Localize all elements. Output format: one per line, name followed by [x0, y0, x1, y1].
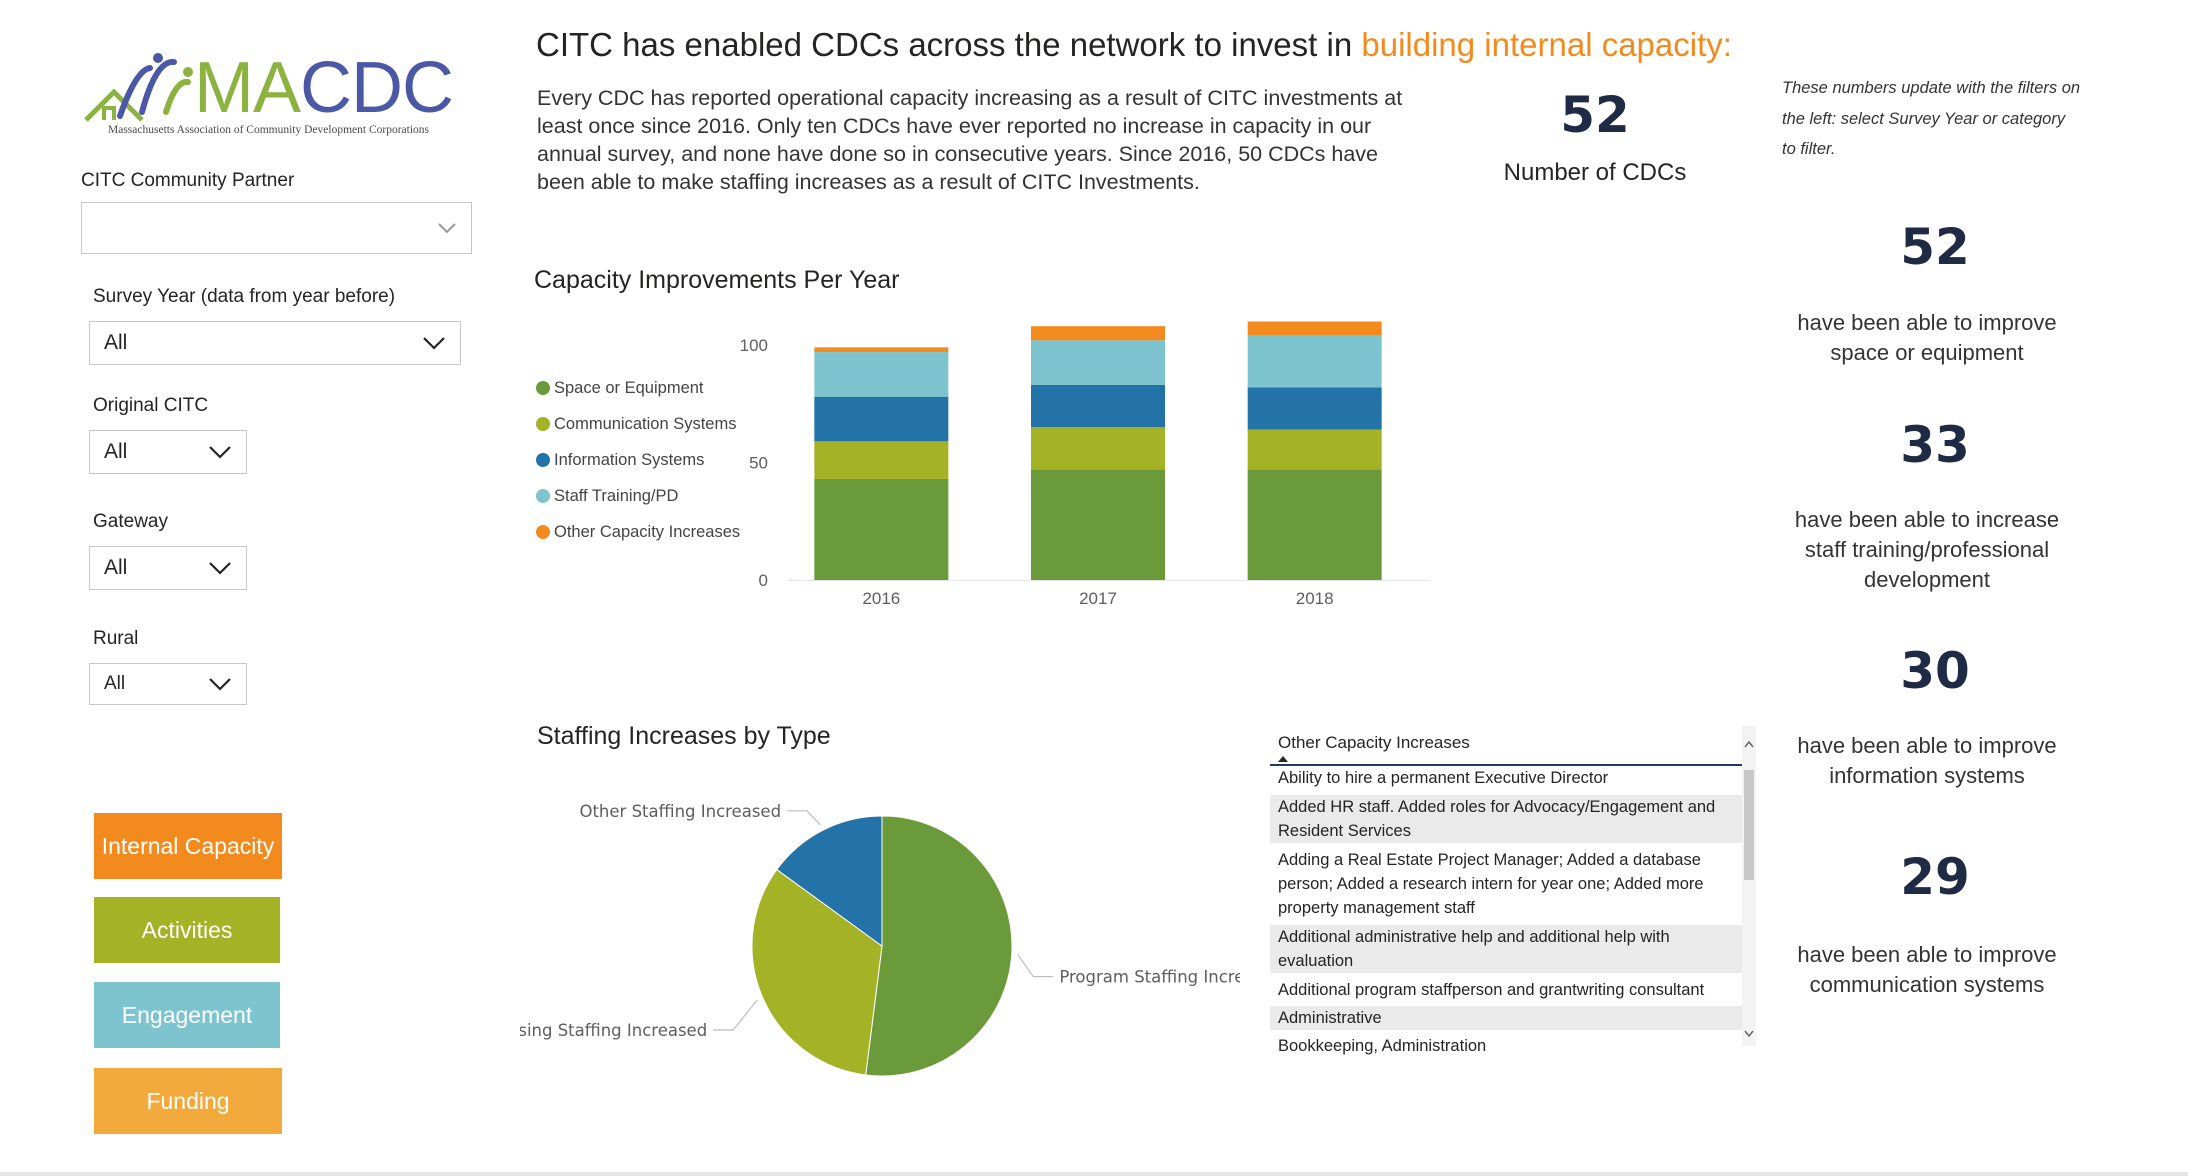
gateway-dropdown-value: All [104, 556, 128, 579]
kpi-space-value: 52 [1900, 218, 1970, 276]
nav-internal-capacity-button[interactable]: Internal Capacity [94, 813, 282, 879]
gateway-filter-label: Gateway [93, 511, 168, 532]
table-scrollbar[interactable] [1742, 726, 1756, 1046]
nav-activities-button[interactable]: Activities [94, 897, 280, 963]
table-header-label: Other Capacity Increases [1278, 733, 1470, 752]
kpi-information-value: 30 [1900, 642, 1970, 700]
bar-segment[interactable] [1247, 335, 1382, 388]
table-row[interactable]: Additional program staffperson and grant… [1270, 977, 1742, 1002]
bar-segment[interactable] [814, 347, 949, 353]
y-tick-label: 0 [759, 571, 768, 590]
sort-ascending-icon [1278, 756, 1288, 762]
bar-chart-legend: Space or Equipment Communication Systems… [536, 370, 740, 550]
original-citc-dropdown-value: All [104, 440, 128, 463]
pie-slice-label: Program Staffing Increased [1059, 968, 1240, 987]
bar-segment[interactable] [1031, 384, 1165, 428]
bar-segment[interactable] [1247, 321, 1382, 336]
intro-paragraph: Every CDC has reported operational capac… [537, 86, 1403, 194]
scrollbar-thumb[interactable] [1744, 770, 1754, 880]
bar-segment[interactable] [1031, 326, 1165, 341]
pie-slice[interactable] [865, 815, 1013, 1077]
page-headline: CITC has enabled CDCs across the network… [536, 26, 1732, 63]
nav-funding-button[interactable]: Funding [94, 1068, 282, 1134]
chevron-down-icon [209, 562, 231, 575]
partner-filter-label: CITC Community Partner [81, 170, 295, 191]
page-bottom-border [0, 1172, 2188, 1176]
bar-segment[interactable] [814, 441, 949, 479]
rural-dropdown-value: All [104, 673, 126, 694]
original-citc-filter-label: Original CITC [93, 395, 209, 416]
chevron-down-icon [209, 678, 231, 691]
table-header[interactable]: Other Capacity Increases [1270, 726, 1742, 766]
bar-segment[interactable] [814, 352, 949, 397]
legend-item[interactable]: Space or Equipment [536, 370, 740, 406]
filter-note: These numbers update with the filters on… [1782, 79, 2081, 158]
survey-year-dropdown-value: All [104, 331, 128, 354]
kpi-training-label: have been able to increase staff trainin… [1794, 507, 2060, 592]
logo-wordmark: MACDC [194, 48, 454, 128]
bar-segment[interactable] [1247, 469, 1382, 580]
table-row[interactable]: Adding a Real Estate Project Manager; Ad… [1270, 847, 1742, 920]
rural-filter-label: Rural [93, 628, 139, 649]
x-tick-label: 2017 [1079, 589, 1117, 608]
x-tick-label: 2018 [1296, 589, 1334, 608]
original-citc-dropdown[interactable]: All [89, 430, 247, 474]
bar-segment[interactable] [1247, 387, 1382, 430]
gateway-dropdown[interactable]: All [89, 546, 247, 590]
table-row[interactable]: Added HR staff. Added roles for Advocacy… [1270, 794, 1742, 843]
scroll-up-icon[interactable] [1744, 740, 1754, 748]
y-tick-label: 50 [749, 454, 768, 473]
kpi-communication-value: 29 [1900, 848, 1970, 906]
staffing-pie-chart: Program Staffing Increased Fundraising St… [520, 802, 1240, 1077]
pie-slice[interactable] [776, 815, 883, 947]
survey-year-filter-label: Survey Year (data from year before) [93, 286, 396, 307]
chevron-down-icon [438, 223, 456, 234]
pie-leader-line [1017, 954, 1054, 978]
kpi-information-label: have been able to improve information sy… [1797, 733, 2057, 788]
pie-leader-line [713, 999, 758, 1031]
y-tick-label: 100 [740, 336, 768, 355]
bar-segment[interactable] [1031, 427, 1165, 470]
table-row[interactable]: Ability to hire a permanent Executive Di… [1278, 769, 1609, 787]
partner-dropdown[interactable] [81, 202, 472, 254]
summary-value: 52 [1560, 86, 1630, 144]
kpi-communication-label: have been able to improve communication … [1797, 942, 2057, 997]
logo-subtitle: Massachusetts Association of Community D… [108, 124, 430, 136]
pie-chart-title: Staffing Increases by Type [537, 722, 831, 750]
legend-item[interactable]: Communication Systems [536, 406, 740, 442]
legend-item[interactable]: Staff Training/PD [536, 478, 740, 514]
kpi-training-value: 33 [1900, 416, 1970, 474]
summary-label: Number of CDCs [1503, 159, 1687, 186]
table-row[interactable]: Administrative [1270, 1005, 1742, 1030]
table-row[interactable]: Additional administrative help and addit… [1270, 924, 1742, 973]
legend-item[interactable]: Other Capacity Increases [536, 514, 740, 550]
pie-slice-label: Fundraising Staffing Increased [520, 1021, 707, 1040]
capacity-bar-chart: 0 50 100 2016 2017 2018 [740, 321, 1430, 608]
bar-segment[interactable] [814, 396, 949, 442]
pie-slice[interactable] [751, 868, 883, 1076]
bar-chart-title: Capacity Improvements Per Year [534, 266, 900, 294]
scroll-down-icon[interactable] [1744, 1030, 1754, 1038]
kpi-space-label: have been able to improve space or equip… [1797, 310, 2057, 365]
pie-slice-label: Other Staffing Increased [579, 802, 781, 821]
macdc-logo: MACDC Massachusetts Association of Commu… [84, 44, 454, 144]
bar-segment[interactable] [814, 478, 949, 580]
x-tick-label: 2016 [862, 589, 900, 608]
bar-segment[interactable] [1247, 429, 1382, 470]
bar-segment[interactable] [1031, 469, 1165, 580]
survey-year-dropdown[interactable]: All [89, 321, 461, 365]
legend-item[interactable]: Information Systems [536, 442, 740, 478]
houses-people-icon [84, 53, 193, 122]
nav-engagement-button[interactable]: Engagement [94, 982, 280, 1048]
table-row[interactable]: Bookkeeping, Administration [1270, 1033, 1742, 1058]
chevron-down-icon [423, 337, 445, 350]
headline-highlight: building internal capacity: [1361, 26, 1732, 63]
pie-leader-line [787, 810, 821, 826]
bar-segment[interactable] [1031, 340, 1165, 385]
rural-dropdown[interactable]: All [89, 663, 247, 705]
other-capacity-table[interactable]: Other Capacity Increases Ability to hire… [1270, 726, 1742, 1066]
chevron-down-icon [209, 446, 231, 459]
